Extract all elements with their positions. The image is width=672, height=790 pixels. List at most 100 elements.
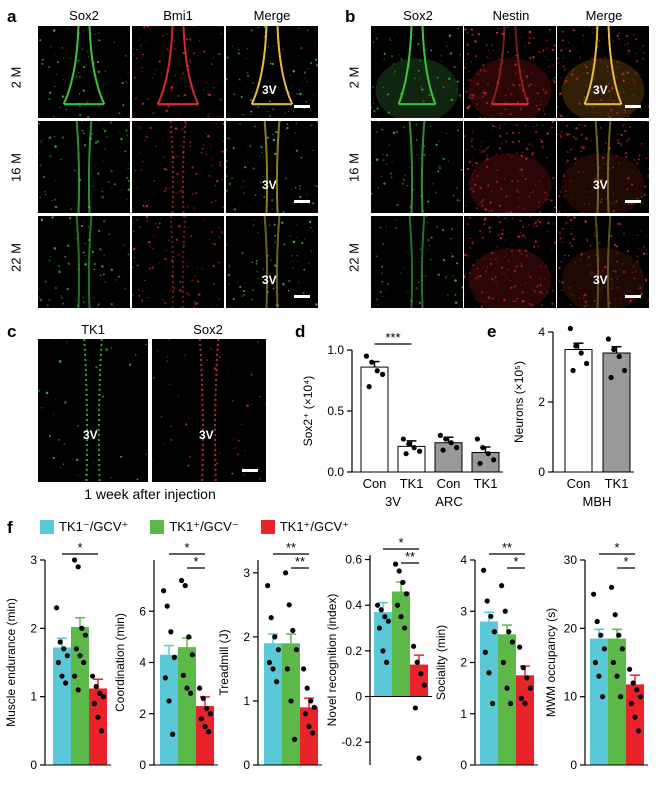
data-point bbox=[378, 607, 384, 613]
data-point bbox=[508, 700, 514, 707]
speckle bbox=[242, 180, 244, 182]
speckle bbox=[512, 180, 514, 183]
speckle bbox=[553, 223, 555, 225]
speckle bbox=[622, 79, 625, 82]
speckle bbox=[603, 148, 606, 151]
legend-item: TK1⁺/GCV⁻ bbox=[150, 519, 239, 535]
speckle bbox=[207, 192, 209, 193]
speckle bbox=[607, 82, 610, 84]
speckle bbox=[176, 172, 179, 176]
speckle bbox=[548, 199, 550, 201]
speckle bbox=[261, 152, 263, 154]
y-tick-label: 20 bbox=[564, 621, 578, 635]
data-point bbox=[618, 694, 624, 700]
speckle bbox=[203, 89, 205, 91]
speckle bbox=[79, 105, 81, 108]
speckle bbox=[471, 93, 475, 97]
speckle bbox=[509, 112, 512, 116]
speckle bbox=[485, 70, 488, 73]
speckle bbox=[485, 57, 487, 59]
ventricle-lining-right bbox=[181, 121, 187, 213]
speckle bbox=[476, 267, 478, 270]
speckle bbox=[632, 265, 635, 268]
speckle bbox=[84, 254, 87, 257]
speckle bbox=[395, 130, 399, 134]
speckle bbox=[546, 131, 549, 135]
speckle bbox=[237, 439, 240, 442]
micrograph-merge: 3V bbox=[226, 26, 318, 118]
speckle bbox=[594, 79, 595, 80]
speckle bbox=[54, 180, 57, 182]
micrograph-svg bbox=[38, 121, 130, 213]
speckle bbox=[307, 68, 309, 70]
data-point bbox=[578, 350, 584, 356]
speckle bbox=[473, 199, 475, 201]
ventricle-lining-right bbox=[88, 26, 106, 105]
speckle bbox=[87, 226, 90, 228]
speckle bbox=[616, 34, 619, 37]
data-point bbox=[400, 436, 406, 442]
speckle bbox=[572, 29, 575, 32]
speckle bbox=[258, 155, 260, 157]
speckle bbox=[372, 86, 374, 88]
micrograph-merge: 3V bbox=[226, 121, 318, 213]
micrograph-sox2 bbox=[371, 26, 463, 118]
micrograph-svg bbox=[132, 216, 224, 308]
speckle bbox=[105, 348, 108, 351]
speckle bbox=[555, 187, 556, 189]
speckle bbox=[571, 69, 574, 72]
speckle bbox=[574, 157, 577, 161]
speckle bbox=[218, 298, 220, 300]
speckle bbox=[579, 146, 582, 148]
speckle bbox=[533, 226, 535, 228]
speckle bbox=[138, 38, 141, 40]
speckle bbox=[477, 275, 479, 278]
data-point bbox=[164, 603, 170, 609]
speckle bbox=[610, 278, 613, 281]
speckle bbox=[564, 79, 568, 83]
speckle bbox=[528, 36, 531, 40]
data-point bbox=[411, 643, 417, 649]
speckle bbox=[645, 253, 647, 255]
speckle bbox=[492, 292, 495, 295]
speckle bbox=[452, 275, 454, 277]
speckle bbox=[542, 146, 545, 149]
speckle bbox=[83, 221, 85, 223]
speckle bbox=[102, 395, 104, 398]
speckle bbox=[474, 95, 476, 97]
speckle bbox=[475, 174, 479, 178]
speckle bbox=[533, 223, 536, 225]
speckle bbox=[553, 183, 555, 185]
speckle bbox=[503, 123, 505, 125]
speckle bbox=[536, 92, 539, 95]
speckle bbox=[472, 190, 475, 193]
speckle bbox=[574, 162, 577, 165]
speckle bbox=[647, 175, 649, 178]
speckle bbox=[382, 86, 384, 89]
speckle bbox=[191, 192, 195, 195]
speckle bbox=[86, 64, 88, 66]
speckle bbox=[282, 38, 284, 40]
speckle bbox=[167, 356, 169, 358]
speckle bbox=[207, 115, 210, 118]
speckle bbox=[412, 189, 415, 191]
speckle bbox=[145, 204, 149, 208]
ventricle-lining-left bbox=[408, 121, 414, 213]
speckle bbox=[187, 60, 189, 62]
speckle bbox=[599, 296, 601, 298]
speckle bbox=[110, 476, 112, 479]
speckle bbox=[598, 242, 601, 245]
speckle bbox=[514, 300, 517, 302]
data-point bbox=[611, 346, 617, 353]
speckle bbox=[61, 136, 65, 139]
speckle bbox=[250, 110, 253, 113]
speckle bbox=[204, 219, 206, 222]
speckle bbox=[221, 150, 222, 152]
speckle bbox=[91, 185, 94, 188]
speckle bbox=[405, 291, 407, 293]
speckle bbox=[534, 211, 536, 213]
speckle bbox=[98, 229, 101, 233]
tissue-haze bbox=[561, 153, 645, 213]
speckle bbox=[626, 187, 629, 191]
